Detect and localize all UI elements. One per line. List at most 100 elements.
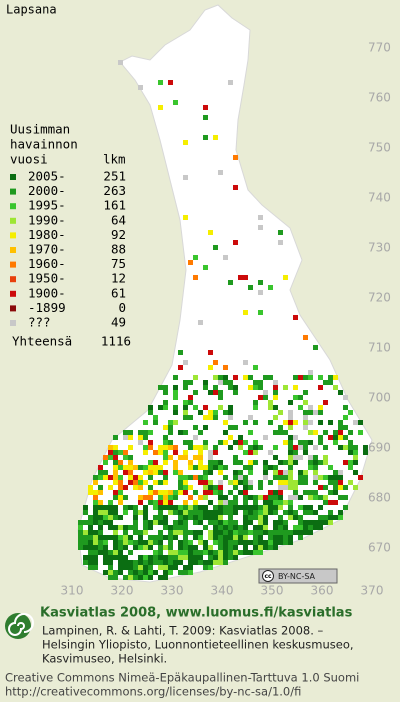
occurrence-square (198, 450, 203, 455)
occurrence-square (108, 570, 113, 575)
occurrence-square (128, 525, 133, 530)
occurrence-square (343, 405, 348, 410)
occurrence-square (93, 475, 98, 480)
legend-count: 75 (111, 256, 126, 271)
occurrence-square (218, 485, 223, 490)
occurrence-square (133, 515, 138, 520)
occurrence-square (243, 525, 248, 530)
occurrence-square (208, 480, 213, 485)
occurrence-square (208, 410, 213, 415)
occurrence-square (213, 540, 218, 545)
occurrence-square (113, 540, 118, 545)
occurrence-square (113, 505, 118, 510)
occurrence-square (93, 545, 98, 550)
occurrence-square (83, 505, 88, 510)
occurrence-square (148, 560, 153, 565)
occurrence-square (363, 450, 368, 455)
occurrence-square (208, 465, 213, 470)
occurrence-square (343, 445, 348, 450)
map-title: Lapsana (6, 3, 57, 17)
occurrence-square (273, 430, 278, 435)
occurrence-square (333, 440, 338, 445)
occurrence-square (243, 535, 248, 540)
occurrence-square (243, 360, 248, 365)
occurrence-square (168, 495, 173, 500)
occurrence-square (203, 135, 208, 140)
occurrence-square (133, 485, 138, 490)
occurrence-square (253, 530, 258, 535)
occurrence-square (123, 510, 128, 515)
occurrence-square (313, 520, 318, 525)
occurrence-square (243, 520, 248, 525)
occurrence-square (143, 570, 148, 575)
occurrence-square (278, 525, 283, 530)
occurrence-square (113, 490, 118, 495)
occurrence-square (248, 470, 253, 475)
occurrence-square (253, 445, 258, 450)
occurrence-square (108, 485, 113, 490)
occurrence-square (203, 505, 208, 510)
occurrence-square (233, 500, 238, 505)
occurrence-square (293, 460, 298, 465)
occurrence-square (233, 470, 238, 475)
occurrence-square (183, 570, 188, 575)
legend-count: 64 (111, 212, 126, 227)
occurrence-square (233, 525, 238, 530)
occurrence-square (108, 455, 113, 460)
occurrence-square (253, 450, 258, 455)
occurrence-square (128, 430, 133, 435)
occurrence-square (158, 465, 163, 470)
occurrence-square (343, 505, 348, 510)
occurrence-square (158, 445, 163, 450)
occurrence-square (333, 475, 338, 480)
occurrence-square (228, 445, 233, 450)
occurrence-square (88, 535, 93, 540)
occurrence-square (158, 530, 163, 535)
occurrence-square (158, 515, 163, 520)
occurrence-square (283, 525, 288, 530)
occurrence-square (303, 505, 308, 510)
occurrence-square (133, 570, 138, 575)
occurrence-square (313, 480, 318, 485)
occurrence-square (193, 390, 198, 395)
occurrence-square (148, 460, 153, 465)
occurrence-square (108, 510, 113, 515)
occurrence-square (173, 450, 178, 455)
occurrence-square (213, 520, 218, 525)
occurrence-square (323, 495, 328, 500)
occurrence-square (123, 530, 128, 535)
occurrence-square (273, 530, 278, 535)
legend-label: 1970- (28, 242, 66, 257)
occurrence-square (123, 435, 128, 440)
occurrence-square (288, 415, 293, 420)
occurrence-square (108, 520, 113, 525)
occurrence-square (168, 430, 173, 435)
occurrence-square (173, 535, 178, 540)
occurrence-square (288, 475, 293, 480)
occurrence-square (263, 530, 268, 535)
occurrence-square (318, 420, 323, 425)
occurrence-square (268, 540, 273, 545)
occurrence-square (318, 495, 323, 500)
occurrence-square (253, 460, 258, 465)
occurrence-square (118, 490, 123, 495)
occurrence-square (288, 505, 293, 510)
occurrence-square (223, 440, 228, 445)
occurrence-square (208, 455, 213, 460)
occurrence-square (273, 505, 278, 510)
occurrence-square (153, 535, 158, 540)
occurrence-square (208, 530, 213, 535)
occurrence-square (328, 500, 333, 505)
occurrence-square (153, 460, 158, 465)
occurrence-square (88, 530, 93, 535)
x-tick-label: 340 (211, 584, 234, 598)
occurrence-square (338, 510, 343, 515)
occurrence-square (83, 535, 88, 540)
occurrence-square (228, 280, 233, 285)
occurrence-square (273, 520, 278, 525)
occurrence-square (248, 430, 253, 435)
occurrence-square (148, 470, 153, 475)
occurrence-square (268, 490, 273, 495)
occurrence-square (183, 480, 188, 485)
occurrence-square (98, 545, 103, 550)
